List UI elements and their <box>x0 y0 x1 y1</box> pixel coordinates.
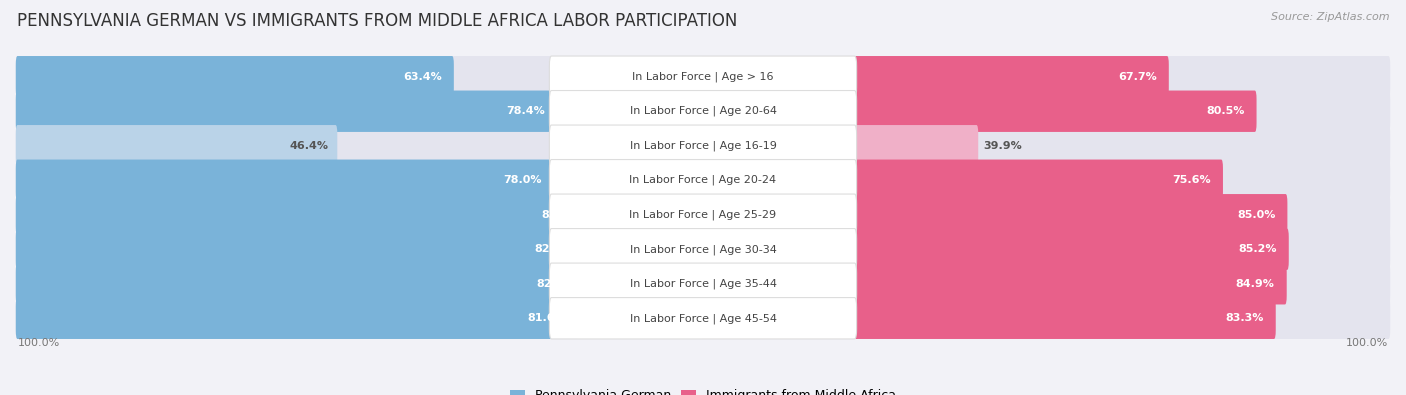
FancyBboxPatch shape <box>702 229 1289 270</box>
FancyBboxPatch shape <box>702 56 1168 98</box>
Text: 82.6%: 82.6% <box>534 244 574 254</box>
FancyBboxPatch shape <box>15 125 1391 166</box>
Text: 83.3%: 83.3% <box>1225 313 1264 323</box>
Text: In Labor Force | Age 30-34: In Labor Force | Age 30-34 <box>630 244 776 254</box>
FancyBboxPatch shape <box>550 160 856 201</box>
Text: 78.0%: 78.0% <box>503 175 541 185</box>
FancyBboxPatch shape <box>15 194 1391 235</box>
FancyBboxPatch shape <box>702 90 1257 132</box>
FancyBboxPatch shape <box>15 229 1391 270</box>
Text: 67.7%: 67.7% <box>1118 72 1157 82</box>
FancyBboxPatch shape <box>550 56 856 98</box>
Text: In Labor Force | Age 25-29: In Labor Force | Age 25-29 <box>630 209 776 220</box>
Text: In Labor Force | Age 20-64: In Labor Force | Age 20-64 <box>630 106 776 117</box>
FancyBboxPatch shape <box>15 160 1391 201</box>
Text: 83.6%: 83.6% <box>541 210 581 220</box>
FancyBboxPatch shape <box>15 90 1391 132</box>
Text: In Labor Force | Age > 16: In Labor Force | Age > 16 <box>633 71 773 82</box>
Text: 100.0%: 100.0% <box>1347 338 1389 348</box>
Text: 82.9%: 82.9% <box>537 279 575 289</box>
FancyBboxPatch shape <box>702 125 979 166</box>
Text: In Labor Force | Age 45-54: In Labor Force | Age 45-54 <box>630 313 776 324</box>
FancyBboxPatch shape <box>15 194 592 235</box>
FancyBboxPatch shape <box>702 194 1288 235</box>
FancyBboxPatch shape <box>15 160 554 201</box>
FancyBboxPatch shape <box>15 297 579 339</box>
Text: 84.9%: 84.9% <box>1236 279 1275 289</box>
FancyBboxPatch shape <box>15 56 454 98</box>
Text: 63.4%: 63.4% <box>404 72 441 82</box>
Text: 39.9%: 39.9% <box>983 141 1022 151</box>
Text: 85.0%: 85.0% <box>1237 210 1275 220</box>
FancyBboxPatch shape <box>15 90 557 132</box>
Text: In Labor Force | Age 20-24: In Labor Force | Age 20-24 <box>630 175 776 186</box>
Text: 81.6%: 81.6% <box>527 313 567 323</box>
Text: 78.4%: 78.4% <box>506 106 544 116</box>
FancyBboxPatch shape <box>550 90 856 132</box>
FancyBboxPatch shape <box>550 229 856 270</box>
Text: In Labor Force | Age 16-19: In Labor Force | Age 16-19 <box>630 141 776 151</box>
FancyBboxPatch shape <box>550 297 856 339</box>
FancyBboxPatch shape <box>15 56 1391 98</box>
FancyBboxPatch shape <box>550 194 856 235</box>
Text: 80.5%: 80.5% <box>1206 106 1244 116</box>
FancyBboxPatch shape <box>702 160 1223 201</box>
FancyBboxPatch shape <box>702 263 1286 305</box>
FancyBboxPatch shape <box>550 125 856 166</box>
Text: Source: ZipAtlas.com: Source: ZipAtlas.com <box>1271 12 1389 22</box>
Text: 85.2%: 85.2% <box>1239 244 1277 254</box>
FancyBboxPatch shape <box>702 297 1275 339</box>
Text: In Labor Force | Age 35-44: In Labor Force | Age 35-44 <box>630 278 776 289</box>
FancyBboxPatch shape <box>15 263 1391 305</box>
Text: 46.4%: 46.4% <box>290 141 329 151</box>
Text: PENNSYLVANIA GERMAN VS IMMIGRANTS FROM MIDDLE AFRICA LABOR PARTICIPATION: PENNSYLVANIA GERMAN VS IMMIGRANTS FROM M… <box>17 12 737 30</box>
FancyBboxPatch shape <box>15 125 337 166</box>
FancyBboxPatch shape <box>15 297 1391 339</box>
Text: 75.6%: 75.6% <box>1173 175 1211 185</box>
FancyBboxPatch shape <box>550 263 856 305</box>
FancyBboxPatch shape <box>15 229 585 270</box>
Legend: Pennsylvania German, Immigrants from Middle Africa: Pennsylvania German, Immigrants from Mid… <box>505 384 901 395</box>
FancyBboxPatch shape <box>15 263 588 305</box>
Text: 100.0%: 100.0% <box>17 338 59 348</box>
